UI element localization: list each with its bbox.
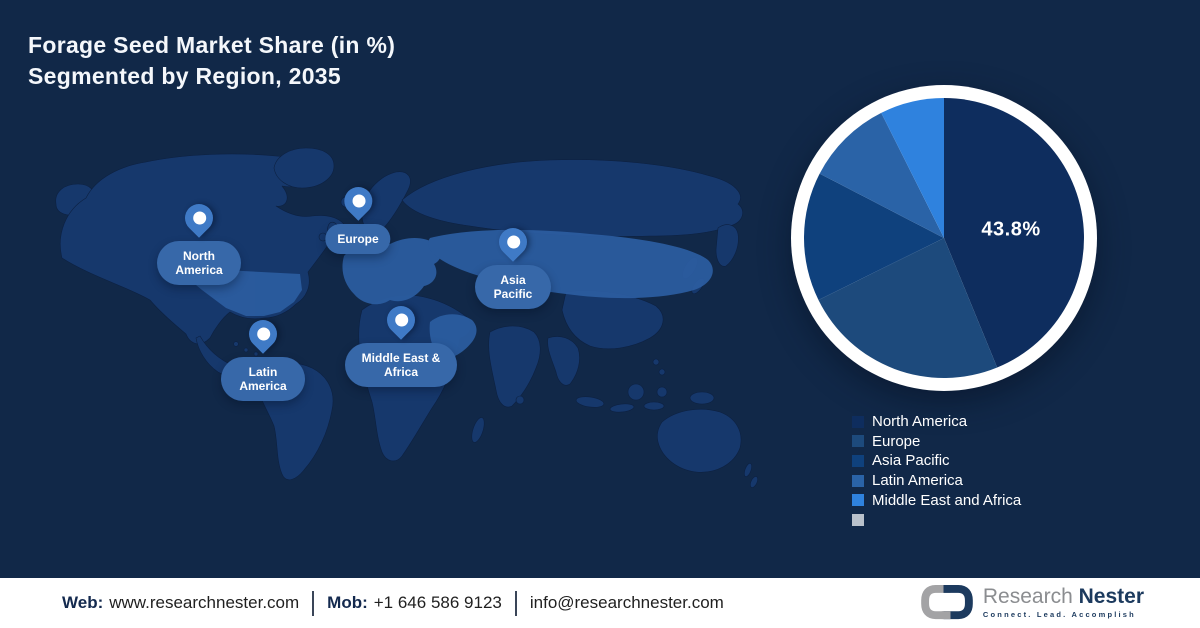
divider [514,590,517,616]
page-title: Forage Seed Market Share (in %) Segmente… [28,30,395,92]
chart-legend: North America Europe Asia Pacific Latin … [852,412,1021,530]
divider [312,590,315,616]
location-pin-icon [338,181,378,222]
location-pin-icon [243,314,283,355]
region-label-north-america: North America [157,241,241,285]
logo-chain-link-icon [921,584,973,620]
legend-item: Europe [852,432,1021,452]
location-pin-icon [493,222,533,263]
world-map: North America Europe Asia Pacific Middle… [50,140,760,500]
logo-name-nester: Nester [1078,584,1144,608]
page-title-line2: Segmented by Region, 2035 [28,63,341,89]
region-label-asia-pacific: Asia Pacific [475,265,551,309]
legend-swatch-icon [852,513,864,526]
map-marker-europe: Europe [325,181,391,254]
map-marker-middle-east-africa: Middle East & Africa [345,300,457,387]
legend-label: Middle East and Africa [872,491,1022,509]
legend-swatch-icon [852,454,864,467]
pie-chart-graphic [791,85,1097,391]
legend-item: Middle East and Africa [852,490,1021,510]
footer-contact-info: Web: www.researchnester.com Mob: +1 646 … [62,590,724,616]
legend-label: Latin America [872,472,963,490]
pie-slice-3 [819,112,944,238]
map-marker-north-america: North America [157,198,241,285]
legend-label: Europe [872,432,921,450]
pie-slice-1 [818,238,998,378]
logo-text-block: Research Nester Connect. Lead. Accomplis… [983,586,1144,619]
pie-slice-4 [881,98,944,238]
phone-number: +1 646 586 9123 [373,593,502,612]
map-marker-latin-america: Latin America [221,314,305,401]
research-nester-logo: Research Nester Connect. Lead. Accomplis… [919,582,1144,622]
pie-slice-2 [804,173,944,300]
legend-swatch-icon [852,435,864,448]
pie-slice-0 [944,98,1084,368]
legend-label: North America [872,413,968,431]
mob-label: Mob: [327,593,368,612]
location-pin-icon [381,300,421,341]
legend-swatch-icon [852,474,864,487]
legend-label: Asia Pacific [872,452,950,470]
logo-tagline: Connect. Lead. Accomplish [982,609,1136,619]
region-label-latin-america: Latin America [221,357,305,401]
logo-name-research: Research [982,584,1073,608]
legend-swatch-icon [852,494,864,507]
pie-chart: 43.8% [779,73,1109,403]
legend-item: Asia Pacific [852,451,1021,471]
email-address: info@researchnester.com [529,593,724,612]
footer-bar: Web: www.researchnester.com Mob: +1 646 … [0,578,1200,628]
page-title-line1: Forage Seed Market Share (in %) [28,32,396,58]
region-label-middle-east-africa: Middle East & Africa [345,343,457,387]
pie-value-label: 43.8% [981,218,1041,241]
legend-item: Latin America [852,471,1021,491]
region-label-europe: Europe [325,224,391,254]
legend-item [852,510,1021,530]
legend-item: North America [852,412,1021,432]
legend-swatch-icon [852,415,864,428]
web-label: Web: [62,593,104,612]
website-url: www.researchnester.com [109,593,300,612]
location-pin-icon [179,198,219,239]
map-marker-asia-pacific: Asia Pacific [475,222,551,309]
